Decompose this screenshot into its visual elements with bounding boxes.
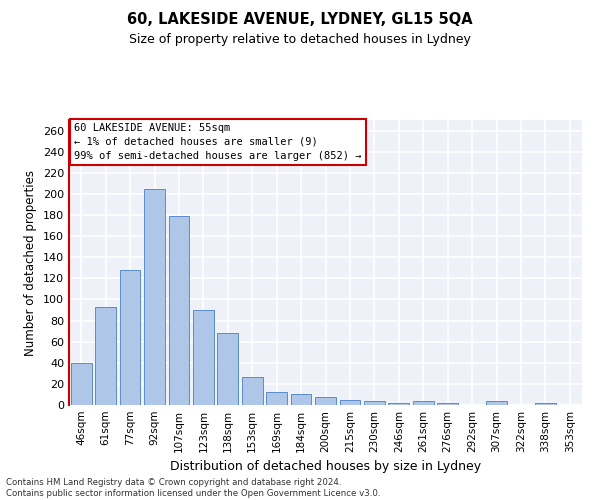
Bar bbox=[364, 401, 385, 405]
Bar bbox=[217, 333, 238, 405]
Bar bbox=[388, 403, 409, 405]
Text: 60, LAKESIDE AVENUE, LYDNEY, GL15 5QA: 60, LAKESIDE AVENUE, LYDNEY, GL15 5QA bbox=[127, 12, 473, 28]
Bar bbox=[290, 394, 311, 405]
Bar bbox=[486, 401, 507, 405]
Text: Contains HM Land Registry data © Crown copyright and database right 2024.
Contai: Contains HM Land Registry data © Crown c… bbox=[6, 478, 380, 498]
Bar bbox=[95, 307, 116, 405]
Bar bbox=[340, 400, 361, 405]
Bar bbox=[169, 216, 190, 405]
Bar bbox=[71, 363, 92, 405]
Text: 60 LAKESIDE AVENUE: 55sqm
← 1% of detached houses are smaller (9)
99% of semi-de: 60 LAKESIDE AVENUE: 55sqm ← 1% of detach… bbox=[74, 123, 362, 161]
Bar bbox=[193, 310, 214, 405]
Bar bbox=[119, 270, 140, 405]
Bar bbox=[413, 401, 434, 405]
Bar bbox=[535, 403, 556, 405]
Text: Size of property relative to detached houses in Lydney: Size of property relative to detached ho… bbox=[129, 32, 471, 46]
Bar bbox=[315, 396, 336, 405]
X-axis label: Distribution of detached houses by size in Lydney: Distribution of detached houses by size … bbox=[170, 460, 481, 473]
Bar bbox=[437, 403, 458, 405]
Bar bbox=[144, 188, 165, 405]
Y-axis label: Number of detached properties: Number of detached properties bbox=[25, 170, 37, 356]
Bar bbox=[266, 392, 287, 405]
Bar bbox=[242, 376, 263, 405]
